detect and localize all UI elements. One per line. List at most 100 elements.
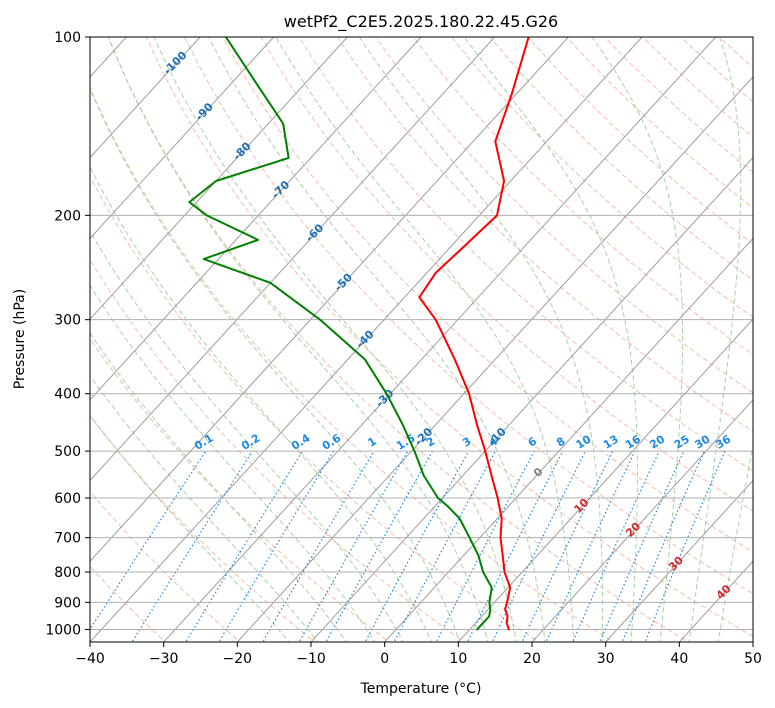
mixing-ratio-line	[435, 450, 535, 642]
dry-adiabat-line	[375, 37, 753, 394]
y-tick-label: 200	[54, 208, 81, 224]
moist-adiabat-line	[591, 37, 684, 642]
dry-adiabat-line	[680, 37, 753, 103]
isotherms	[90, 37, 753, 642]
isotherm-line	[457, 318, 753, 642]
isotherm-line	[90, 37, 348, 320]
isotherm-line	[90, 37, 422, 401]
mixing-ratio-label: 0.6	[320, 431, 344, 453]
mixing-ratio-line	[491, 450, 586, 642]
mixing-ratio-line	[599, 450, 685, 642]
x-tick-label: −30	[149, 651, 179, 667]
isotherm-line	[752, 641, 753, 642]
mixing-ratio-label: 0.1	[192, 431, 215, 452]
isotherm-line	[678, 560, 753, 642]
y-tick-label: 700	[54, 531, 81, 547]
isotherm-line	[90, 37, 569, 563]
mixing-ratio-line	[325, 450, 434, 642]
moist-adiabat-line	[717, 442, 753, 642]
mixing-ratio-label: 0.4	[289, 431, 313, 453]
dry-adiabat-line	[565, 37, 753, 209]
x-tick-label: 30	[597, 651, 615, 667]
dry-adiabat-line	[642, 37, 753, 138]
mixing-ratio-label: 36	[713, 432, 733, 451]
mixing-ratio-line	[572, 450, 660, 642]
dry-adiabat-line	[336, 37, 753, 433]
moist-adiabats	[90, 37, 753, 642]
mixing-ratio-label: 0.2	[239, 431, 262, 452]
dewpoint-profile-line	[188, 37, 493, 631]
dry-adiabat-line	[222, 37, 753, 553]
dry-adiabat-line	[413, 37, 753, 356]
dry-adiabat-line	[451, 37, 753, 318]
x-tick-label: −40	[75, 651, 105, 667]
x-tick-label: 0	[380, 651, 389, 667]
y-tick-label: 600	[54, 491, 81, 507]
isotherm-line	[310, 156, 753, 642]
mixing-ratio-label: 30	[693, 432, 713, 451]
mixing-ratio-line	[521, 450, 614, 642]
mixing-ratio-label: 8	[554, 435, 567, 450]
x-tick-label: 10	[449, 651, 467, 667]
dry-adiabat-line	[718, 37, 753, 69]
y-tick-label: 900	[54, 595, 81, 611]
moist-adiabat-line	[275, 37, 575, 642]
isotherm-line	[90, 37, 643, 642]
mixing-ratio-line	[131, 450, 254, 642]
dry-adiabat-line	[90, 258, 465, 642]
mixing-ratio-label: 10	[574, 432, 594, 451]
y-tick-label: 500	[54, 444, 81, 460]
dry-adiabat-line	[604, 37, 753, 173]
isotherm-line	[384, 237, 753, 642]
chart-title: wetPf2_C2E5.2025.180.22.45.G26	[284, 12, 558, 32]
moist-adiabat-line	[90, 166, 432, 642]
mixing-ratio-label: 1	[365, 435, 378, 450]
y-tick-label: 1000	[45, 622, 81, 638]
mixing-ratio-label: 13	[601, 433, 621, 452]
mixing-ratio-line	[185, 450, 304, 642]
temperature-profile-line	[418, 37, 530, 631]
y-tick-label: 800	[54, 565, 81, 581]
y-tick-label: 300	[54, 313, 81, 329]
mixing-ratio-line	[466, 450, 564, 642]
isotherm-line	[90, 37, 201, 159]
mixing-ratio-line	[262, 450, 375, 642]
y-tick-label: 400	[54, 387, 81, 403]
dry-adiabat-line	[107, 37, 690, 642]
mixing-ratio-label: 20	[647, 432, 667, 451]
mixing-ratio-line	[364, 450, 470, 642]
dry-adiabat-line	[757, 37, 775, 644]
mixing-ratio-line	[621, 450, 705, 642]
x-tick-label: −10	[296, 651, 326, 667]
dry-adiabat-line	[90, 414, 316, 642]
x-axis-title: Temperature (°C)	[360, 681, 482, 697]
x-tick-label: −20	[223, 651, 253, 667]
dry-adiabat-line	[260, 37, 753, 512]
isotherm-line	[236, 76, 753, 642]
x-tick-label: 50	[744, 651, 762, 667]
dry-adiabats	[90, 37, 775, 644]
mixing-ratio-lines	[90, 450, 726, 642]
plot-frame	[89, 36, 754, 643]
dry-adiabat-line	[184, 37, 753, 595]
isotherm-line	[531, 399, 753, 642]
isotherm-line	[90, 37, 275, 240]
mixing-ratio-line	[545, 450, 636, 642]
x-tick-label: 40	[670, 651, 688, 667]
dry-adiabat-line	[527, 37, 753, 245]
mixing-ratio-line	[644, 450, 726, 642]
mixing-ratio-label: 25	[672, 433, 692, 452]
dry-adiabat-line	[90, 337, 391, 642]
mixing-ratio-line	[218, 450, 334, 642]
y-axis-title: Pressure (hPa)	[12, 289, 28, 389]
isotherm-line	[163, 37, 717, 642]
mixing-ratio-line	[393, 450, 496, 642]
isotherm-line	[605, 479, 753, 642]
moist-adiabat-line	[463, 37, 638, 642]
y-tick-label: 100	[54, 30, 81, 46]
x-tick-label: 20	[523, 651, 541, 667]
mixing-ratio-line	[90, 450, 207, 631]
moist-adiabat-line	[90, 375, 319, 642]
dry-adiabat-line	[90, 490, 241, 642]
